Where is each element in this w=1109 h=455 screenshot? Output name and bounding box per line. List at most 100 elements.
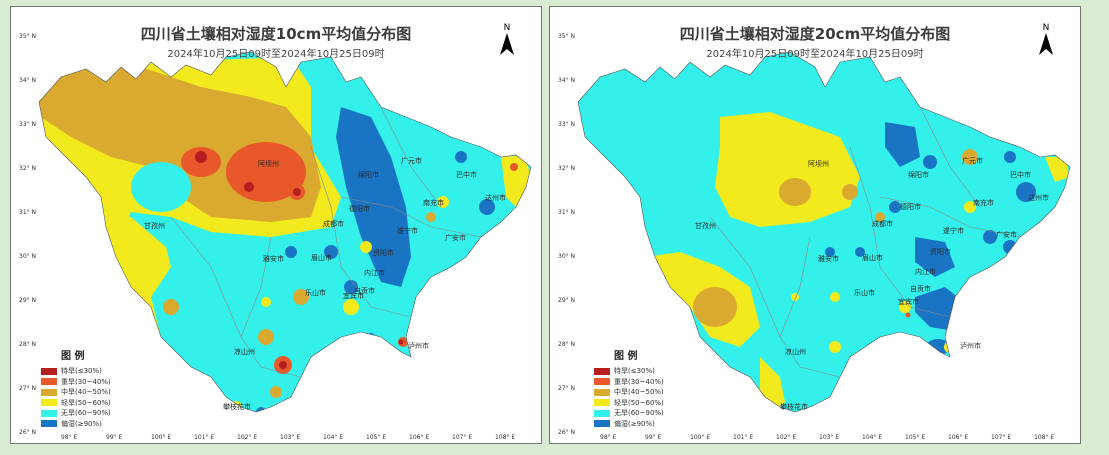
legend-label: 无旱(60~90%): [61, 409, 111, 417]
longitude-label: 107° E: [452, 434, 473, 441]
legend-swatch: [41, 399, 57, 406]
place-label: 自贡市: [910, 285, 931, 293]
longitude-label: 99° E: [645, 434, 662, 441]
legend-item: 无旱(60~90%): [594, 408, 694, 418]
legend-label: 重旱(30~40%): [614, 377, 664, 386]
legend-label: 轻旱(50~60%): [614, 398, 664, 407]
longitude-label: 103° E: [280, 434, 301, 441]
place-label: 广元市: [401, 157, 422, 165]
legend-swatch: [41, 420, 57, 427]
longitude-label: 105° E: [366, 434, 387, 441]
legend-swatch: [594, 378, 610, 385]
legend-item: 中旱(40~50%): [41, 387, 141, 397]
latitude-label: 32° N: [558, 165, 576, 172]
map-subtitle: 2024年10月25日09时至2024年10月25日09时: [706, 49, 924, 60]
legend-swatch: [41, 367, 57, 375]
legend-swatch: [594, 409, 610, 417]
latitude-label: 26° N: [558, 429, 576, 436]
legend-item: 轻旱(50~60%): [594, 398, 694, 408]
legend-title: 图 例: [614, 351, 638, 362]
legend-item: 轻旱(50~60%): [41, 398, 141, 408]
place-label: 凉山州: [234, 348, 255, 356]
legend-swatch: [41, 388, 57, 396]
legend-swatch: [594, 420, 610, 427]
north-label: N: [1042, 23, 1050, 33]
north-arrow-icon: N: [497, 23, 517, 59]
map-title: 四川省土壤相对湿度10cm平均值分布图: [140, 25, 412, 43]
latitude-label: 34° N: [19, 77, 37, 84]
place-label: 资阳市: [930, 248, 951, 256]
legend-title: 图 例: [61, 351, 85, 362]
latitude-label: 28° N: [558, 341, 576, 348]
latitude-label: 33° N: [558, 121, 576, 128]
place-label: 自贡市: [354, 287, 375, 295]
place-label: 资阳市: [373, 249, 394, 257]
latitude-label: 28° N: [19, 341, 37, 348]
latitude-label: 26° N: [19, 429, 37, 436]
longitude-label: 106° E: [948, 434, 969, 441]
legend-swatch: [594, 399, 610, 406]
place-label: 绵阳市: [358, 171, 379, 179]
place-label: 广安市: [996, 231, 1017, 239]
soil-moisture-map-20cm: [577, 51, 1071, 413]
place-label: 眉山市: [862, 254, 883, 262]
longitude-label: 103° E: [819, 434, 840, 441]
place-label: 达州市: [485, 194, 506, 202]
place-label: 广元市: [962, 157, 983, 165]
longitude-label: 100° E: [690, 434, 711, 441]
place-label: 巴中市: [1010, 171, 1031, 179]
legend: 图 例 特旱(≤30%) 重旱(30~40%) 中旱(40~50%) 轻旱(50…: [594, 347, 694, 429]
longitude-label: 104° E: [323, 434, 344, 441]
place-label: 甘孜州: [144, 222, 165, 230]
north-arrow-icon: N: [1036, 23, 1056, 59]
latitude-label: 34° N: [558, 77, 576, 84]
longitude-label: 99° E: [106, 434, 123, 441]
longitude-label: 104° E: [862, 434, 883, 441]
place-label: 泸州市: [960, 342, 981, 350]
place-label: 乐山市: [305, 289, 326, 297]
place-label: 攀枝花市: [780, 403, 808, 411]
longitude-label: 105° E: [905, 434, 926, 441]
place-label: 阿坝州: [808, 160, 829, 168]
legend-label: 特旱(≤30%): [614, 367, 655, 375]
soil-moisture-map-10cm: [38, 51, 532, 413]
place-label: 内江市: [364, 269, 385, 277]
legend-label: 特旱(≤30%): [61, 367, 102, 375]
legend-swatch: [41, 409, 57, 417]
longitude-label: 108° E: [1034, 434, 1055, 441]
place-label: 广安市: [445, 234, 466, 242]
legend-swatch: [594, 367, 610, 375]
place-label: 绵阳市: [908, 171, 929, 179]
legend-item: 特旱(≤30%): [41, 366, 141, 376]
map-subtitle: 2024年10月25日09时至2024年10月25日09时: [167, 49, 385, 60]
legend-label: 重旱(30~40%): [61, 377, 111, 386]
latitude-label: 35° N: [558, 33, 576, 40]
longitude-label: 102° E: [237, 434, 258, 441]
latitude-label: 29° N: [558, 297, 576, 304]
latitude-label: 35° N: [19, 33, 37, 40]
legend-label: 轻旱(50~60%): [61, 398, 111, 407]
latitude-label: 30° N: [558, 253, 576, 260]
place-label: 达州市: [1028, 194, 1049, 202]
latitude-label: 31° N: [558, 209, 576, 216]
legend-label: 无旱(60~90%): [614, 409, 664, 417]
place-label: 内江市: [915, 268, 936, 276]
place-label: 德阳市: [349, 205, 370, 213]
north-label: N: [503, 23, 511, 33]
map-title: 四川省土壤相对湿度20cm平均值分布图: [679, 25, 951, 43]
place-label: 德阳市: [900, 203, 921, 211]
latitude-label: 30° N: [19, 253, 37, 260]
place-label: 宜宾市: [343, 292, 364, 300]
legend-label: 中旱(40~50%): [61, 388, 111, 396]
place-label: 巴中市: [456, 171, 477, 179]
legend-label: 中旱(40~50%): [614, 388, 664, 396]
legend-label: 偏湿(≥90%): [61, 419, 102, 428]
place-label: 宜宾市: [898, 298, 919, 306]
longitude-label: 106° E: [409, 434, 430, 441]
legend-item: 重旱(30~40%): [41, 377, 141, 387]
longitude-label: 101° E: [733, 434, 754, 441]
latitude-label: 27° N: [558, 385, 576, 392]
legend-swatch: [594, 388, 610, 396]
place-label: 遂宁市: [397, 227, 418, 235]
legend-item: 重旱(30~40%): [594, 377, 694, 387]
